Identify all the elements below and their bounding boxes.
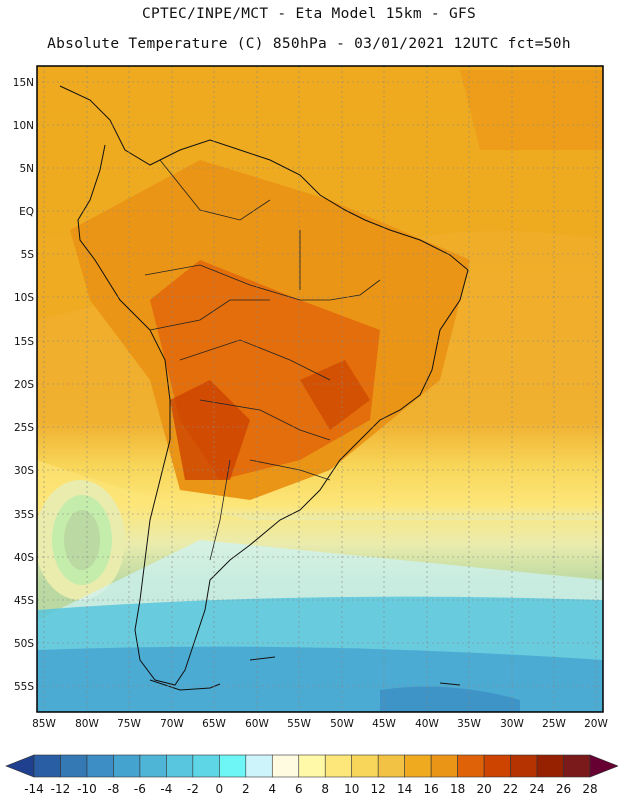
lat-label: 5N bbox=[19, 163, 34, 175]
colorbar-label: 20 bbox=[476, 782, 491, 796]
colorbar-label: 24 bbox=[529, 782, 544, 796]
colorbar-swatch bbox=[33, 754, 61, 778]
lat-label: 35S bbox=[14, 509, 34, 521]
lon-label: 40W bbox=[415, 718, 439, 730]
colorbar-arrow-high bbox=[589, 754, 618, 778]
lat-label: 5S bbox=[21, 249, 35, 261]
lat-label: 50S bbox=[14, 638, 34, 650]
colorbar-swatch bbox=[324, 754, 353, 778]
lon-label: 65W bbox=[202, 718, 226, 730]
colorbar-label: -2 bbox=[187, 782, 199, 796]
colorbar-swatch bbox=[113, 754, 141, 778]
colorbar-label: 8 bbox=[321, 782, 329, 796]
lon-label: 20W bbox=[584, 718, 608, 730]
graticule bbox=[37, 66, 603, 712]
longitude-labels: 85W 80W 75W 70W 65W 60W 55W 50W 45W 40W … bbox=[32, 718, 608, 730]
colorbar-swatch bbox=[536, 754, 564, 778]
colorbar-swatch bbox=[219, 754, 247, 778]
lat-label: 25S bbox=[14, 422, 34, 434]
lon-label: 85W bbox=[32, 718, 56, 730]
colorbar-label: 6 bbox=[295, 782, 303, 796]
colorbar-swatch bbox=[166, 754, 194, 778]
lat-label: 10N bbox=[13, 120, 34, 132]
colorbar-label: -10 bbox=[77, 782, 97, 796]
colorbar-label: -14 bbox=[24, 782, 44, 796]
colorbar-label: 14 bbox=[397, 782, 412, 796]
political-borders bbox=[144, 159, 381, 561]
lat-label: 20S bbox=[14, 379, 34, 391]
lon-label: 25W bbox=[542, 718, 566, 730]
colorbar-swatch bbox=[404, 754, 432, 778]
colorbar-label: -4 bbox=[160, 782, 172, 796]
colorbar-swatch bbox=[510, 754, 538, 778]
lat-label: 55S bbox=[14, 681, 34, 693]
lon-label: 70W bbox=[160, 718, 184, 730]
colorbar-label: 18 bbox=[450, 782, 465, 796]
colorbar-label: 10 bbox=[344, 782, 359, 796]
lon-label: 80W bbox=[75, 718, 99, 730]
lat-label: EQ bbox=[19, 206, 34, 218]
colorbar-label: -8 bbox=[107, 782, 119, 796]
colorbar-swatch bbox=[139, 754, 167, 778]
coastlines bbox=[59, 85, 469, 691]
colorbar-swatch bbox=[271, 754, 300, 778]
colorbar-swatch bbox=[457, 754, 485, 778]
colorbar-label: -6 bbox=[134, 782, 146, 796]
lon-label: 55W bbox=[287, 718, 311, 730]
temperature-field bbox=[37, 66, 603, 712]
colorbar-swatch bbox=[483, 754, 511, 778]
colorbar-label: 28 bbox=[582, 782, 597, 796]
colorbar-swatch bbox=[377, 754, 405, 778]
colorbar-label: 16 bbox=[424, 782, 439, 796]
colorbar-label: 12 bbox=[371, 782, 386, 796]
lat-label: 10S bbox=[14, 292, 34, 304]
lat-label: 15S bbox=[14, 336, 34, 348]
lat-label: 15N bbox=[13, 77, 34, 89]
colorbar-swatch bbox=[563, 754, 591, 778]
colorbar-arrow-low bbox=[5, 754, 35, 778]
colorbar-swatch bbox=[86, 754, 114, 778]
lon-label: 30W bbox=[500, 718, 524, 730]
colorbar-label: -12 bbox=[51, 782, 71, 796]
lat-label: 30S bbox=[14, 465, 34, 477]
colorbar: -14 -12 -10 -8 -6 -4 -2 0 2 4 6 8 10 12 14 16 18 20 22 24 26… bbox=[5, 754, 618, 796]
colorbar-swatch bbox=[245, 754, 273, 778]
lon-label: 60W bbox=[245, 718, 269, 730]
lat-label: 40S bbox=[14, 552, 34, 564]
chart-title-line-2: Absolute Temperature (C) 850hPa - 03/01/… bbox=[47, 36, 571, 52]
lon-label: 50W bbox=[330, 718, 354, 730]
map-frame bbox=[36, 65, 604, 713]
colorbar-label: 22 bbox=[503, 782, 518, 796]
latitude-labels: 15N 10N 5N EQ 5S 10S 15S 20S 25S 30S 35S… bbox=[13, 77, 35, 693]
chart-title-line-1: CPTEC/INPE/MCT - Eta Model 15km - GFS bbox=[141, 6, 477, 22]
lon-label: 45W bbox=[372, 718, 396, 730]
lat-label: 45S bbox=[14, 595, 34, 607]
colorbar-label: 0 bbox=[216, 782, 224, 796]
colorbar-swatch bbox=[298, 754, 326, 778]
colorbar-swatch bbox=[430, 754, 458, 778]
colorbar-swatch bbox=[351, 754, 379, 778]
colorbar-label: 4 bbox=[268, 782, 276, 796]
colorbar-swatch bbox=[60, 754, 88, 778]
lon-label: 35W bbox=[457, 718, 481, 730]
colorbar-label: 2 bbox=[242, 782, 250, 796]
lon-label: 75W bbox=[117, 718, 141, 730]
colorbar-label: 26 bbox=[556, 782, 571, 796]
colorbar-swatch bbox=[192, 754, 220, 778]
